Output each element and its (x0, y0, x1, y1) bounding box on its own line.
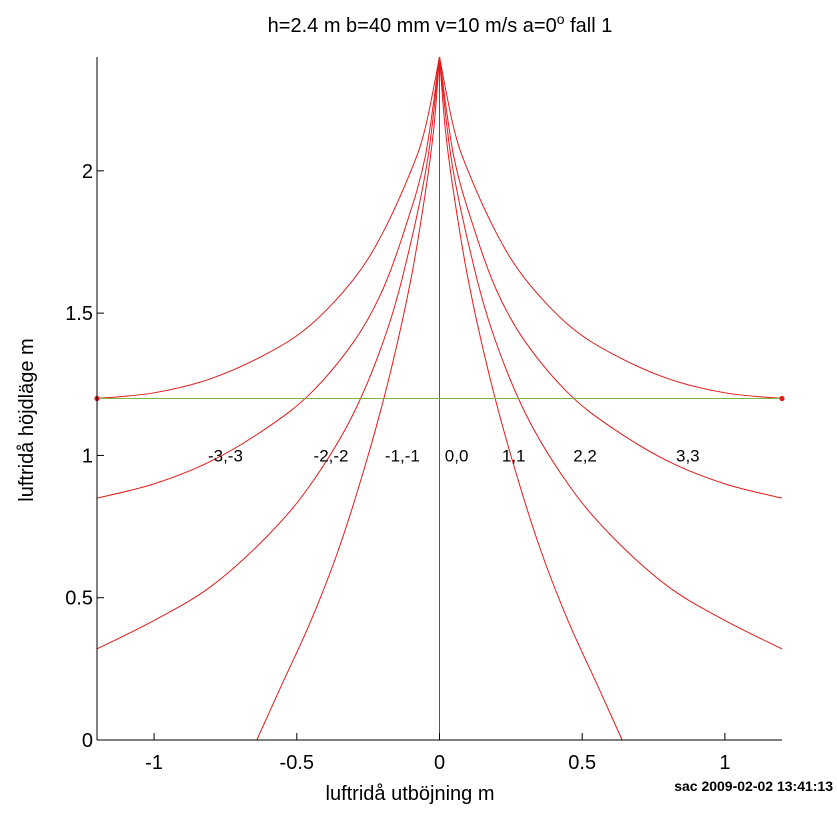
chart-title-main: h=2.4 m b=40 mm v=10 m/s a=0 (268, 15, 557, 37)
curve-label: 0,0 (445, 446, 469, 465)
x-tick-label: 1 (719, 752, 730, 774)
y-tick-label: 2 (82, 161, 93, 183)
curve-label: -2,-2 (314, 446, 349, 465)
curve-label: 2,2 (573, 446, 597, 465)
curve--3--3 (96, 56, 440, 399)
curve-label: -1,-1 (385, 446, 420, 465)
plot-area: -3,-3 -2,-2 -1,-1 0,0 1,1 2,2 3,3 (94, 56, 785, 741)
curve--2--2 (96, 56, 440, 499)
chart-title: h=2.4 m b=40 mm v=10 m/s a=0o fall 1 (268, 11, 613, 37)
y-axis-title: luftridå höjdläge m (16, 338, 38, 501)
reference-endpoint-marker (779, 395, 785, 402)
x-tick-label: -1 (145, 752, 163, 774)
curve-label: -3,-3 (208, 446, 243, 465)
y-tick-label: 0 (82, 730, 93, 752)
curve--1--1 (96, 56, 440, 650)
y-tick-label: 1.5 (65, 303, 93, 325)
curve-3-3 (439, 56, 783, 399)
x-tick-label: 0.5 (568, 752, 596, 774)
x-tick-label: -0.5 (280, 752, 314, 774)
curve-label: 3,3 (676, 446, 700, 465)
y-tick-label: 0.5 (65, 588, 93, 610)
timestamp-stamp: sac 2009-02-02 13:41:13 (674, 778, 833, 794)
x-tick-label: 0 (434, 752, 445, 774)
curve-1-1 (439, 56, 783, 650)
curve-2-2 (439, 56, 783, 499)
y-tick-label: 1 (82, 445, 93, 467)
chart-title-superscript: o (557, 11, 565, 27)
x-axis-title: luftridå utböjning m (326, 783, 495, 805)
curve-label: 1,1 (502, 446, 526, 465)
axes: -1 -0.5 0 0.5 1 0 0.5 1 1.5 2 (65, 57, 782, 774)
curve--1--1-inner (256, 56, 440, 741)
curve-1-1-inner (439, 56, 623, 741)
chart-title-suffix: fall 1 (565, 15, 613, 37)
